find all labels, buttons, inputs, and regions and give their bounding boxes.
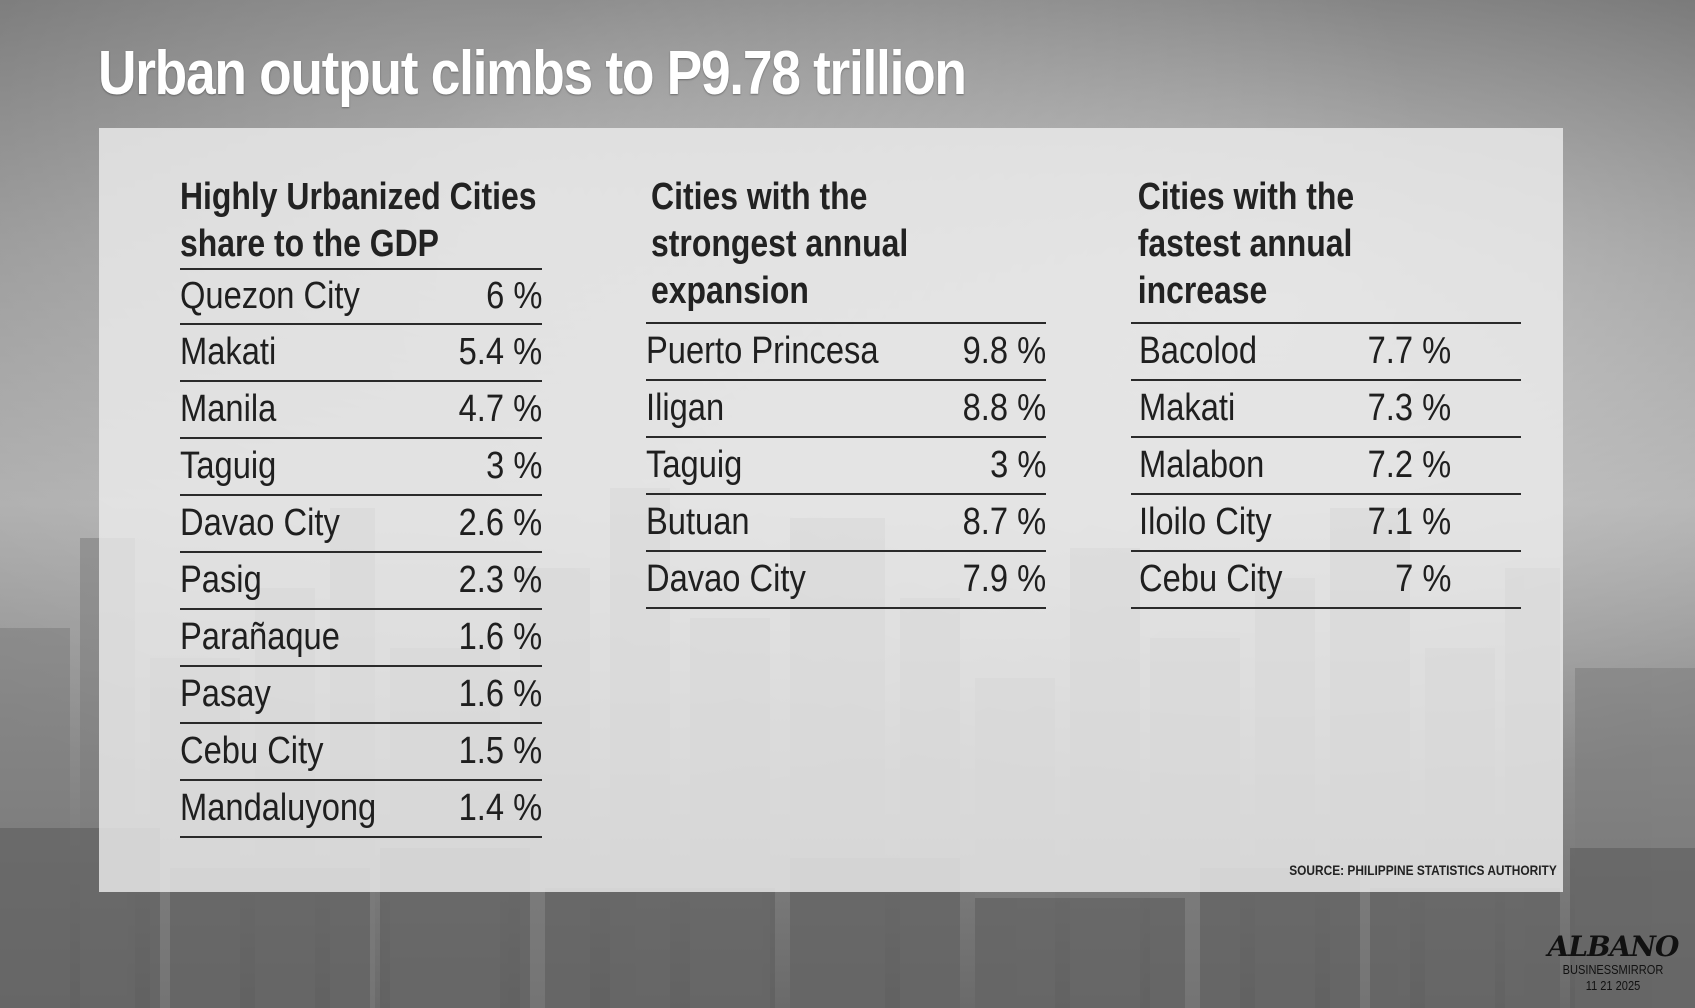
city-name: Makati: [1139, 387, 1236, 429]
city-name: Butuan: [646, 501, 750, 543]
city-value: 7.9 %: [962, 558, 1046, 600]
city-name: Quezon City: [180, 275, 360, 317]
city-value: 4.7 %: [458, 388, 542, 430]
column-heading: Cities with the fastest annual increase: [1131, 174, 1459, 322]
city-value: 7 %: [1394, 558, 1451, 600]
artist-signature: ALBANO: [1547, 930, 1680, 963]
city-value: 2.3 %: [458, 559, 542, 601]
list-item: Puerto Princesa 9.8 %: [646, 324, 1046, 381]
artist-credit: ALBANO BUSINESSMIRROR 11 21 2025: [1543, 932, 1683, 994]
list-item: Bacolod 7.7 %: [1131, 324, 1521, 381]
heading-line: Highly Urbanized Cities: [180, 176, 537, 218]
list-item: Iloilo City 7.1 %: [1131, 495, 1521, 552]
city-name: Parañaque: [180, 616, 340, 658]
list-item: Davao City 7.9 %: [646, 552, 1046, 609]
column-heading: Highly Urbanized Cities share to the GDP: [180, 174, 537, 268]
list-item: Davao City 2.6 %: [180, 496, 542, 553]
heading-line: increase: [1137, 270, 1268, 312]
list-item: Pasig 2.3 %: [180, 553, 542, 610]
city-name: Manila: [180, 388, 277, 430]
city-value: 1.6 %: [458, 673, 542, 715]
city-value: 8.8 %: [962, 387, 1046, 429]
city-name: Bacolod: [1139, 330, 1258, 372]
city-value: 1.6 %: [458, 616, 542, 658]
city-name: Puerto Princesa: [646, 330, 879, 372]
heading-line: share to the GDP: [180, 223, 439, 265]
city-name: Davao City: [646, 558, 806, 600]
list-item: Parañaque 1.6 %: [180, 610, 542, 667]
city-value: 1.4 %: [458, 787, 542, 829]
city-name: Davao City: [180, 502, 340, 544]
headline: Urban output climbs to P9.78 trillion: [98, 39, 967, 108]
city-list: Quezon City 6 % Makati 5.4 % Manila 4.7 % T…: [180, 268, 542, 838]
city-value: 6 %: [485, 275, 542, 317]
city-value: 7.1 %: [1367, 501, 1451, 543]
list-item: Manila 4.7 %: [180, 382, 542, 439]
heading-line: Cities with the: [1137, 176, 1355, 218]
list-item: Iligan 8.8 %: [646, 381, 1046, 438]
data-panel: Highly Urbanized Cities share to the GDP…: [99, 128, 1563, 892]
heading-line: Cities with the: [651, 176, 868, 218]
list-item: Mandaluyong 1.4 %: [180, 781, 542, 838]
city-name: Malabon: [1139, 444, 1265, 486]
column-gdp-share: Highly Urbanized Cities share to the GDP…: [180, 174, 542, 838]
list-item: Cebu City 1.5 %: [180, 724, 542, 781]
city-value: 2.6 %: [458, 502, 542, 544]
city-value: 7.7 %: [1367, 330, 1451, 372]
city-name: Mandaluyong: [180, 787, 377, 829]
city-name: Iligan: [646, 387, 725, 429]
source-note: SOURCE: PHILIPPINE STATISTICS AUTHORITY: [1289, 862, 1557, 878]
heading-line: strongest annual: [651, 223, 909, 265]
list-item: Makati 7.3 %: [1131, 381, 1521, 438]
city-name: Taguig: [180, 445, 277, 487]
list-item: Makati 5.4 %: [180, 325, 542, 382]
heading-line: fastest annual: [1137, 223, 1353, 265]
publication-date: 11 21 2025: [1585, 978, 1641, 993]
city-value: 5.4 %: [458, 331, 542, 373]
column-strongest-expansion: Cities with the strongest annual expansi…: [646, 174, 1046, 609]
city-value: 3 %: [989, 444, 1046, 486]
city-value: 8.7 %: [962, 501, 1046, 543]
column-fastest-increase: Cities with the fastest annual increase …: [1131, 174, 1521, 609]
city-name: Pasig: [180, 559, 262, 601]
list-item: Malabon 7.2 %: [1131, 438, 1521, 495]
city-name: Pasay: [180, 673, 271, 715]
list-item: Butuan 8.7 %: [646, 495, 1046, 552]
list-item: Pasay 1.6 %: [180, 667, 542, 724]
city-name: Iloilo City: [1139, 501, 1272, 543]
list-item: Cebu City 7 %: [1131, 552, 1521, 609]
city-name: Cebu City: [180, 730, 324, 772]
city-value: 9.8 %: [962, 330, 1046, 372]
column-heading: Cities with the strongest annual expansi…: [646, 174, 982, 322]
city-value: 3 %: [485, 445, 542, 487]
city-value: 1.5 %: [458, 730, 542, 772]
city-name: Cebu City: [1139, 558, 1283, 600]
city-value: 7.2 %: [1367, 444, 1451, 486]
heading-line: expansion: [651, 270, 809, 312]
city-name: Makati: [180, 331, 277, 373]
city-name: Taguig: [646, 444, 743, 486]
publication-name: BUSINESSMIRROR: [1562, 962, 1664, 977]
city-value: 7.3 %: [1367, 387, 1451, 429]
list-item: Taguig 3 %: [180, 439, 542, 496]
list-item: Quezon City 6 %: [180, 270, 542, 325]
city-list: Bacolod 7.7 % Makati 7.3 % Malabon 7.2 % Il…: [1131, 322, 1521, 609]
city-list: Puerto Princesa 9.8 % Iligan 8.8 % Taguig 3…: [646, 322, 1046, 609]
list-item: Taguig 3 %: [646, 438, 1046, 495]
